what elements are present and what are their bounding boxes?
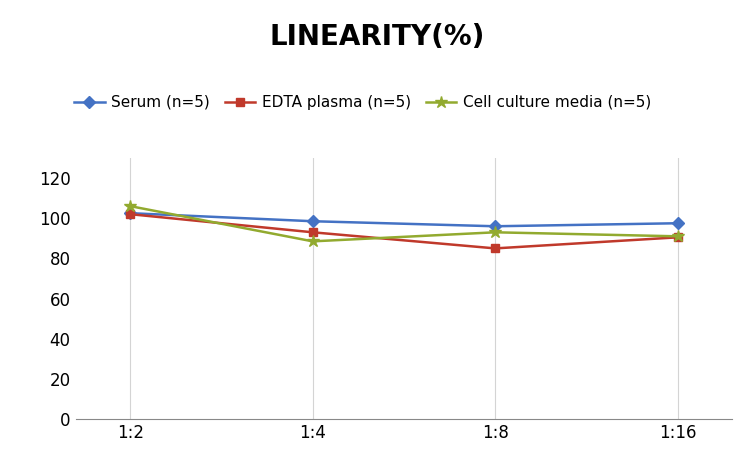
Serum (n=5) <box>308 219 317 224</box>
Legend: Serum (n=5), EDTA plasma (n=5), Cell culture media (n=5): Serum (n=5), EDTA plasma (n=5), Cell cul… <box>68 89 657 116</box>
Text: LINEARITY(%): LINEARITY(%) <box>270 23 485 51</box>
Line: Cell culture media (n=5): Cell culture media (n=5) <box>124 200 684 248</box>
Line: EDTA plasma (n=5): EDTA plasma (n=5) <box>126 210 682 253</box>
Cell culture media (n=5) <box>673 234 683 239</box>
Cell culture media (n=5) <box>491 230 500 235</box>
Cell culture media (n=5) <box>125 203 135 209</box>
EDTA plasma (n=5) <box>491 246 500 251</box>
Serum (n=5) <box>491 224 500 229</box>
Serum (n=5) <box>673 221 683 226</box>
EDTA plasma (n=5) <box>673 235 683 240</box>
EDTA plasma (n=5) <box>125 212 135 217</box>
EDTA plasma (n=5) <box>308 230 317 235</box>
Line: Serum (n=5): Serum (n=5) <box>126 209 682 230</box>
Serum (n=5) <box>125 211 135 216</box>
Cell culture media (n=5) <box>308 239 317 244</box>
